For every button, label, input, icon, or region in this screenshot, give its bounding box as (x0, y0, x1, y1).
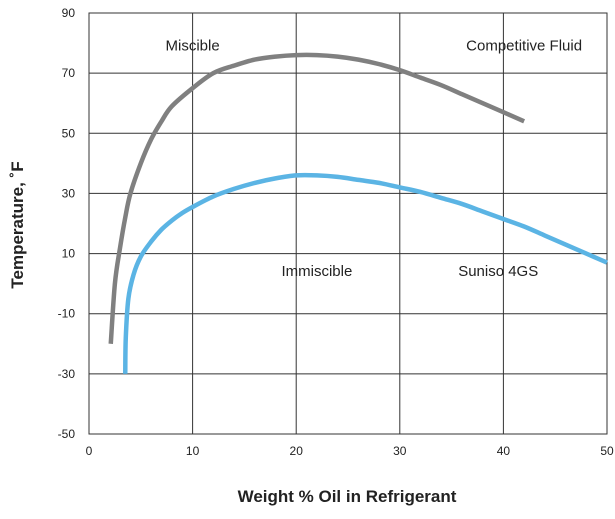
annotation-label: Immiscible (281, 263, 352, 280)
x-tick-label: 30 (393, 444, 407, 458)
y-tick-label: 30 (62, 186, 76, 200)
x-axis-label: Weight % Oil in Refrigerant (238, 487, 457, 506)
series-layer (108, 52, 608, 374)
y-tick-label: 70 (62, 66, 76, 80)
annotation-label: Miscible (166, 38, 220, 55)
y-axis-label: Temperature, ˚F (8, 161, 27, 288)
x-tick-label: 0 (86, 444, 93, 458)
y-tick-label: 90 (62, 6, 76, 20)
y-tick-label: -50 (58, 427, 76, 441)
x-tick-label: 40 (497, 444, 511, 458)
y-axis-ticks: -50 -30 -10 10 30 50 70 90 (58, 6, 76, 441)
grid (88, 12, 608, 435)
series-line-suniso-4gs (123, 172, 608, 374)
series-line-competitive-fluid (108, 52, 526, 344)
x-tick-label: 20 (290, 444, 304, 458)
annotations: Miscible Competitive Fluid Immiscible Sunis… (166, 38, 583, 281)
annotation-label: Suniso 4GS (458, 263, 538, 280)
x-tick-label: 50 (600, 444, 614, 458)
plot-frame (88, 12, 608, 435)
annotation-label: Competitive Fluid (466, 38, 582, 55)
x-tick-label: 10 (186, 444, 200, 458)
y-tick-label: 10 (62, 247, 76, 261)
y-tick-label: -30 (58, 367, 76, 381)
y-tick-label: 50 (62, 126, 76, 140)
y-tick-label: -10 (58, 307, 76, 321)
x-axis-ticks: 0 10 20 30 40 50 (86, 444, 614, 458)
